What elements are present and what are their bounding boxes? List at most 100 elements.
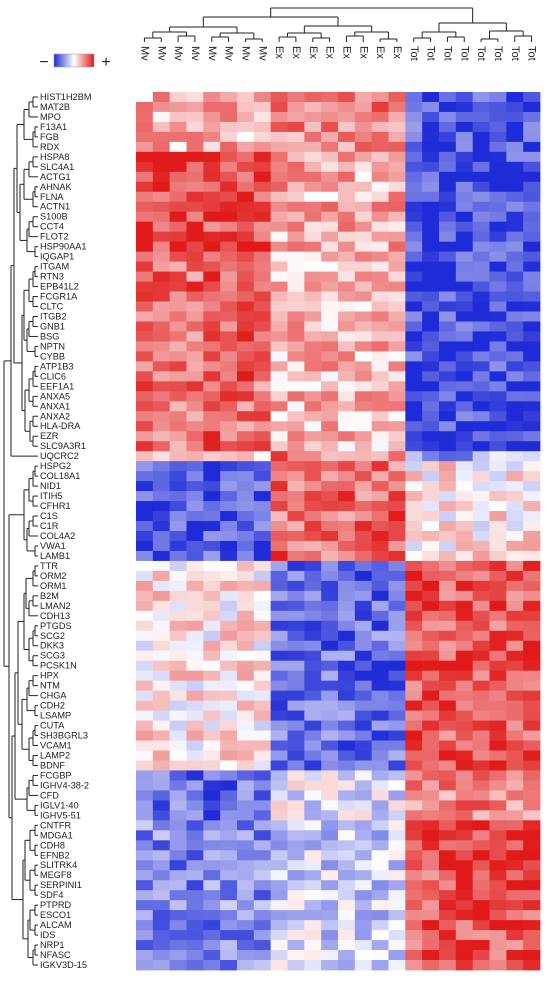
heatmap-cell <box>186 540 204 552</box>
heatmap-cell <box>422 800 440 811</box>
heatmap-cell <box>338 131 356 143</box>
heatmap-cell <box>455 481 474 492</box>
heatmap-cell <box>136 131 154 143</box>
heatmap-cell <box>489 411 507 422</box>
heatmap-cell <box>253 92 272 103</box>
heatmap-cell <box>253 371 272 382</box>
heatmap-cell <box>338 291 356 302</box>
heatmap-cell <box>455 750 474 761</box>
heatmap-cell <box>523 321 541 332</box>
heatmap-cell <box>405 550 423 562</box>
heatmap-cell <box>489 511 507 522</box>
heatmap-cell <box>321 610 339 622</box>
heatmap-cell <box>523 251 541 263</box>
heatmap-cell <box>472 620 490 632</box>
heatmap-cell <box>472 281 490 292</box>
heatmap-cell <box>203 371 221 382</box>
heatmap-cell <box>388 810 406 821</box>
heatmap-cell <box>237 640 255 652</box>
row-label: BSG <box>40 331 59 341</box>
heatmap-cell <box>405 770 423 781</box>
heatmap-cell <box>422 451 440 462</box>
heatmap-cell <box>523 241 541 253</box>
heatmap-cell <box>388 920 406 931</box>
heatmap-cell <box>304 840 322 851</box>
heatmap-cell <box>203 810 221 821</box>
heatmap-cell <box>203 710 221 721</box>
heatmap-cell <box>338 540 356 552</box>
heatmap-cell <box>152 241 171 253</box>
heatmap-cell <box>220 680 238 692</box>
heatmap-cell <box>354 810 373 821</box>
heatmap-cell <box>136 560 154 572</box>
heatmap-cell <box>405 960 423 971</box>
heatmap-cell <box>354 730 373 741</box>
heatmap-cell <box>354 491 373 502</box>
column-label: Mv <box>240 46 252 61</box>
heatmap-cell <box>287 501 305 512</box>
heatmap-cell <box>422 790 440 801</box>
heatmap-cell <box>136 441 154 452</box>
heatmap-cell <box>136 890 154 901</box>
heatmap-cell <box>220 251 238 263</box>
heatmap-cell <box>439 211 457 223</box>
heatmap-cell <box>489 131 507 143</box>
heatmap-cell <box>371 471 389 482</box>
heatmap-cell <box>253 521 272 532</box>
heatmap-cell <box>304 630 322 642</box>
heatmap-cell <box>169 521 187 532</box>
heatmap-cell <box>169 890 187 901</box>
heatmap-cell <box>455 600 474 612</box>
heatmap-cell <box>472 231 490 243</box>
heatmap-cell <box>523 271 541 282</box>
heatmap-cell <box>186 760 204 771</box>
heatmap-cell <box>321 421 339 432</box>
heatmap-cell <box>321 441 339 452</box>
heatmap-cell <box>506 890 524 901</box>
heatmap-cell <box>203 940 221 951</box>
heatmap-cell <box>489 930 507 941</box>
row-label: ORM1 <box>40 581 67 591</box>
heatmap-cell <box>371 341 389 352</box>
heatmap-cell <box>371 580 389 592</box>
row-label: ACTN1 <box>40 202 70 212</box>
heatmap-cell <box>237 590 255 602</box>
heatmap-cell <box>270 471 288 482</box>
heatmap-cell <box>169 371 187 382</box>
heatmap-cell <box>136 121 154 133</box>
heatmap-cell <box>220 910 238 921</box>
heatmap-cell <box>455 780 474 791</box>
heatmap-cell <box>472 441 490 452</box>
heatmap-cell <box>321 361 339 372</box>
heatmap-cell <box>371 770 389 781</box>
heatmap-cell <box>489 900 507 911</box>
heatmap-cell <box>354 251 373 263</box>
heatmap-cell <box>405 231 423 243</box>
heatmap-cell <box>354 540 373 552</box>
heatmap-cell <box>523 670 541 682</box>
heatmap-cell <box>422 501 440 512</box>
heatmap-cell <box>439 371 457 382</box>
heatmap-cell <box>304 930 322 941</box>
heatmap-cell <box>220 930 238 941</box>
heatmap-cell <box>523 401 541 412</box>
heatmap-cell <box>186 940 204 951</box>
heatmap-cell <box>220 371 238 382</box>
heatmap-cell <box>220 351 238 362</box>
heatmap-cell <box>136 710 154 721</box>
heatmap-cell <box>506 231 524 243</box>
heatmap-cell <box>186 251 204 263</box>
heatmap-cell <box>220 92 238 103</box>
heatmap-cell <box>237 650 255 662</box>
heatmap-cell <box>253 870 272 881</box>
heatmap-cell <box>321 401 339 412</box>
heatmap-cell <box>371 710 389 721</box>
heatmap-cell <box>270 960 288 971</box>
heatmap-cell <box>506 870 524 881</box>
heatmap-cell <box>338 371 356 382</box>
heatmap-cell <box>152 650 171 662</box>
heatmap-cell <box>506 451 524 462</box>
heatmap-cell <box>152 431 171 442</box>
heatmap-cell <box>321 92 339 103</box>
heatmap-cell <box>422 920 440 931</box>
